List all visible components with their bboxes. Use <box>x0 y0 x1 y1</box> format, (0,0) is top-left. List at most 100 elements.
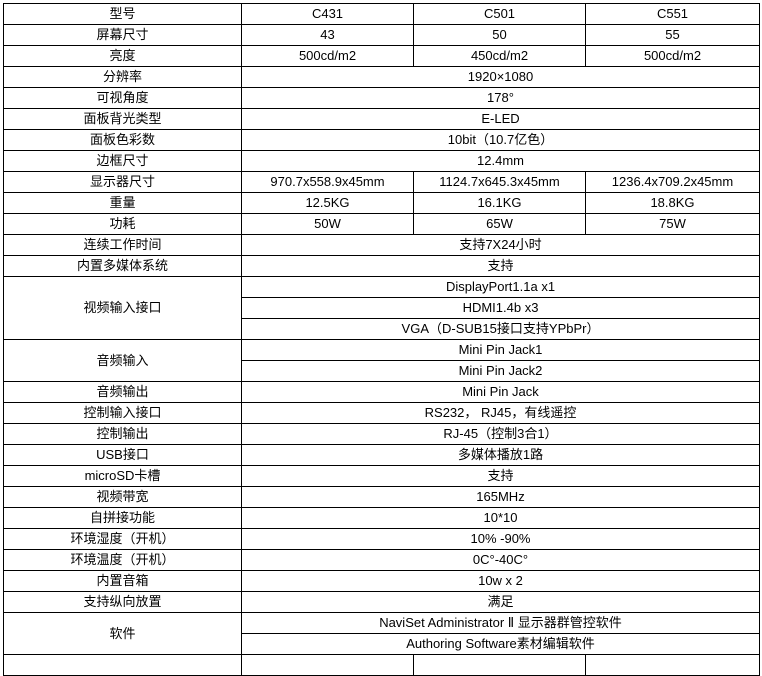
table-row: 软件 NaviSet Administrator Ⅱ 显示器群管控软件 <box>3 612 760 655</box>
row-label: 支持纵向放置 <box>3 591 242 613</box>
cell-c431: C431 <box>241 3 414 25</box>
specification-table: 型号 C431 C501 C551 屏幕尺寸 43 50 55 亮度 500cd… <box>3 3 760 676</box>
table-cell-merged: Mini Pin Jack <box>241 381 760 403</box>
table-cell-merged: 10% -90% <box>241 528 760 550</box>
table-cell-partial <box>585 654 760 676</box>
table-cell-merged: 165MHz <box>241 486 760 508</box>
table-row: 自拼接功能 10*10 <box>3 507 760 529</box>
table-cell: 65W <box>413 213 586 235</box>
row-label: 显示器尺寸 <box>3 171 242 193</box>
row-label-software: 软件 <box>3 612 242 655</box>
table-row: 连续工作时间 支持7X24小时 <box>3 234 760 256</box>
table-cell: 500cd/m2 <box>241 45 414 67</box>
table-cell-merged: 支持 <box>241 465 760 487</box>
table-cell: 50W <box>241 213 414 235</box>
row-label: 视频带宽 <box>3 486 242 508</box>
table-row: 视频输入接口 DisplayPort1.1a x1 <box>3 276 760 340</box>
row-label: 可视角度 <box>3 87 242 109</box>
row-label: 自拼接功能 <box>3 507 242 529</box>
table-row: 亮度 500cd/m2 450cd/m2 500cd/m2 <box>3 45 760 67</box>
table-row: 控制输入接口 RS232， RJ45，有线遥控 <box>3 402 760 424</box>
table-cell-merged: 支持 <box>241 255 760 277</box>
table-row-partial <box>3 654 760 676</box>
row-label: 连续工作时间 <box>3 234 242 256</box>
table-row: 分辨率 1920×1080 <box>3 66 760 88</box>
table-row: 边框尺寸 12.4mm <box>3 150 760 172</box>
table-row: 支持纵向放置 满足 <box>3 591 760 613</box>
row-label: 边框尺寸 <box>3 150 242 172</box>
table-row: 功耗 50W 65W 75W <box>3 213 760 235</box>
table-row: 控制输出 RJ-45（控制3合1） <box>3 423 760 445</box>
table-row: 屏幕尺寸 43 50 55 <box>3 24 760 46</box>
row-label: 音频输出 <box>3 381 242 403</box>
table-cell-merged: NaviSet Administrator Ⅱ 显示器群管控软件 <box>241 612 760 634</box>
table-cell-merged: 10bit（10.7亿色） <box>241 129 760 151</box>
cell-c551: C551 <box>585 3 760 25</box>
row-label: 分辨率 <box>3 66 242 88</box>
row-label: 屏幕尺寸 <box>3 24 242 46</box>
table-cell-merged: DisplayPort1.1a x1 <box>241 276 760 298</box>
table-row: microSD卡槽 支持 <box>3 465 760 487</box>
specification-sheet: 型号 C431 C501 C551 屏幕尺寸 43 50 55 亮度 500cd… <box>3 3 760 676</box>
table-row: 内置音箱 10w x 2 <box>3 570 760 592</box>
table-cell: 50 <box>413 24 586 46</box>
table-row: 面板背光类型 E-LED <box>3 108 760 130</box>
table-cell: 18.8KG <box>585 192 760 214</box>
row-label: 控制输入接口 <box>3 402 242 424</box>
table-cell: 12.5KG <box>241 192 414 214</box>
table-row: 型号 C431 C501 C551 <box>3 3 760 25</box>
table-cell-merged: VGA（D-SUB15接口支持YPbPr） <box>241 318 760 340</box>
table-cell-merged: Mini Pin Jack1 <box>241 339 760 361</box>
row-label: 功耗 <box>3 213 242 235</box>
cell-c501: C501 <box>413 3 586 25</box>
table-cell: 1124.7x645.3x45mm <box>413 171 586 193</box>
row-label: 内置多媒体系统 <box>3 255 242 277</box>
table-cell-merged: 10*10 <box>241 507 760 529</box>
row-label: 内置音箱 <box>3 570 242 592</box>
row-label: 环境温度（开机） <box>3 549 242 571</box>
table-cell: 55 <box>585 24 760 46</box>
table-cell-merged: RS232， RJ45，有线遥控 <box>241 402 760 424</box>
table-row: 可视角度 178° <box>3 87 760 109</box>
table-row: 面板色彩数 10bit（10.7亿色） <box>3 129 760 151</box>
table-row: 视频带宽 165MHz <box>3 486 760 508</box>
table-cell-merged: 178° <box>241 87 760 109</box>
row-label-audio-input: 音频输入 <box>3 339 242 382</box>
table-cell-merged: Authoring Software素材编辑软件 <box>241 633 760 655</box>
table-row: 音频输出 Mini Pin Jack <box>3 381 760 403</box>
row-label: 环境湿度（开机） <box>3 528 242 550</box>
table-cell-merged: HDMI1.4b x3 <box>241 297 760 319</box>
table-cell-merged: 多媒体播放1路 <box>241 444 760 466</box>
table-cell: 450cd/m2 <box>413 45 586 67</box>
row-label: 型号 <box>3 3 242 25</box>
table-row: USB接口 多媒体播放1路 <box>3 444 760 466</box>
table-cell-merged: 1920×1080 <box>241 66 760 88</box>
row-label: microSD卡槽 <box>3 465 242 487</box>
table-cell: 75W <box>585 213 760 235</box>
table-cell: 1236.4x709.2x45mm <box>585 171 760 193</box>
row-label: USB接口 <box>3 444 242 466</box>
table-cell: 500cd/m2 <box>585 45 760 67</box>
table-cell-merged: 0C°-40C° <box>241 549 760 571</box>
table-cell: 43 <box>241 24 414 46</box>
table-row: 环境温度（开机） 0C°-40C° <box>3 549 760 571</box>
table-cell-partial <box>3 654 242 676</box>
table-cell: 970.7x558.9x45mm <box>241 171 414 193</box>
table-cell-merged: 12.4mm <box>241 150 760 172</box>
row-label: 亮度 <box>3 45 242 67</box>
row-label: 重量 <box>3 192 242 214</box>
table-cell-partial <box>241 654 414 676</box>
table-row: 重量 12.5KG 16.1KG 18.8KG <box>3 192 760 214</box>
table-cell: 16.1KG <box>413 192 586 214</box>
row-label: 面板色彩数 <box>3 129 242 151</box>
table-cell-merged: Mini Pin Jack2 <box>241 360 760 382</box>
table-row: 内置多媒体系统 支持 <box>3 255 760 277</box>
table-row: 音频输入 Mini Pin Jack1 <box>3 339 760 382</box>
row-label: 面板背光类型 <box>3 108 242 130</box>
table-cell-merged: 10w x 2 <box>241 570 760 592</box>
table-cell-merged: 满足 <box>241 591 760 613</box>
row-label: 控制输出 <box>3 423 242 445</box>
table-row: 环境湿度（开机） 10% -90% <box>3 528 760 550</box>
table-cell-partial <box>413 654 586 676</box>
row-label-video-input: 视频输入接口 <box>3 276 242 340</box>
